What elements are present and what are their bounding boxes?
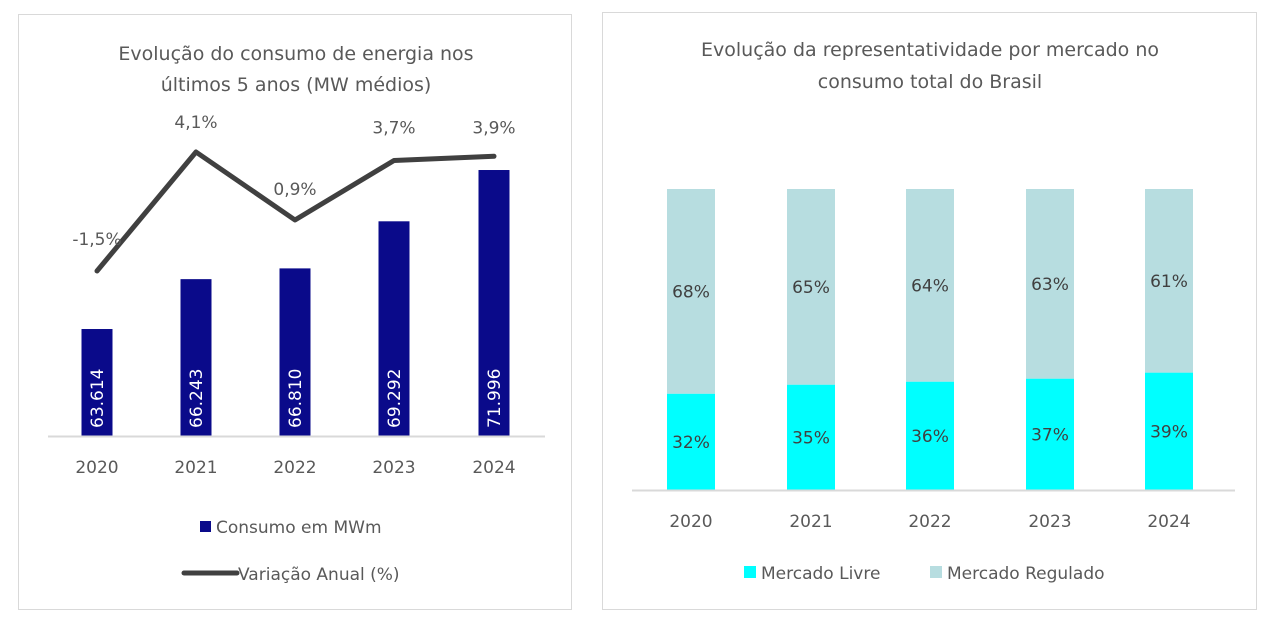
consumo-bar-label: 63.614 [88,369,108,428]
livre-label: 32% [672,433,710,453]
regulado-label: 65% [792,278,830,298]
regulado-label: 61% [1150,272,1188,292]
x-tick-label: 2021 [789,512,832,532]
consumo-bar-label: 66.243 [187,369,207,428]
chart1-title-line1: Evolução do consumo de energia nos [118,43,473,65]
chart2-title-line1: Evolução da representatividade por merca… [701,39,1159,61]
livre-label: 35% [792,428,830,448]
regulado-label: 68% [672,282,710,302]
chart2-title-line2: consumo total do Brasil [818,71,1042,93]
legend-livre-swatch [744,566,756,578]
x-tick-label: 2022 [908,512,951,532]
legend-regulado-swatch [930,566,942,578]
legend-livre: Mercado Livre [761,564,880,584]
x-tick-label: 2021 [174,458,217,478]
regulado-label: 63% [1031,275,1069,295]
regulado-label: 64% [911,276,949,296]
x-tick-label: 2020 [669,512,712,532]
legend-regulado: Mercado Regulado [947,564,1105,584]
variacao-label: 3,7% [372,119,415,139]
livre-label: 36% [911,427,949,447]
consumo-bar-label: 66.810 [286,369,306,428]
variacao-label: -1,5% [72,230,121,250]
livre-label: 37% [1031,425,1069,445]
livre-label: 39% [1150,422,1188,442]
legend-variacao: Variação Anual (%) [238,565,400,585]
x-tick-label: 2022 [273,458,316,478]
legend-consumo: Consumo em MWm [216,518,382,538]
variacao-label: 3,9% [472,118,515,138]
x-tick-label: 2020 [75,458,118,478]
variacao-label: 4,1% [174,113,217,133]
legend-bar-swatch [200,521,211,532]
x-tick-label: 2024 [1147,512,1190,532]
x-tick-label: 2024 [472,458,515,478]
consumo-bar-label: 69.292 [385,369,405,428]
variacao-label: 0,9% [273,180,316,200]
consumo-bar-label: 71.996 [485,369,505,428]
x-tick-label: 2023 [372,458,415,478]
chart1-title-line2: últimos 5 anos (MW médios) [161,74,432,96]
x-tick-label: 2023 [1028,512,1071,532]
